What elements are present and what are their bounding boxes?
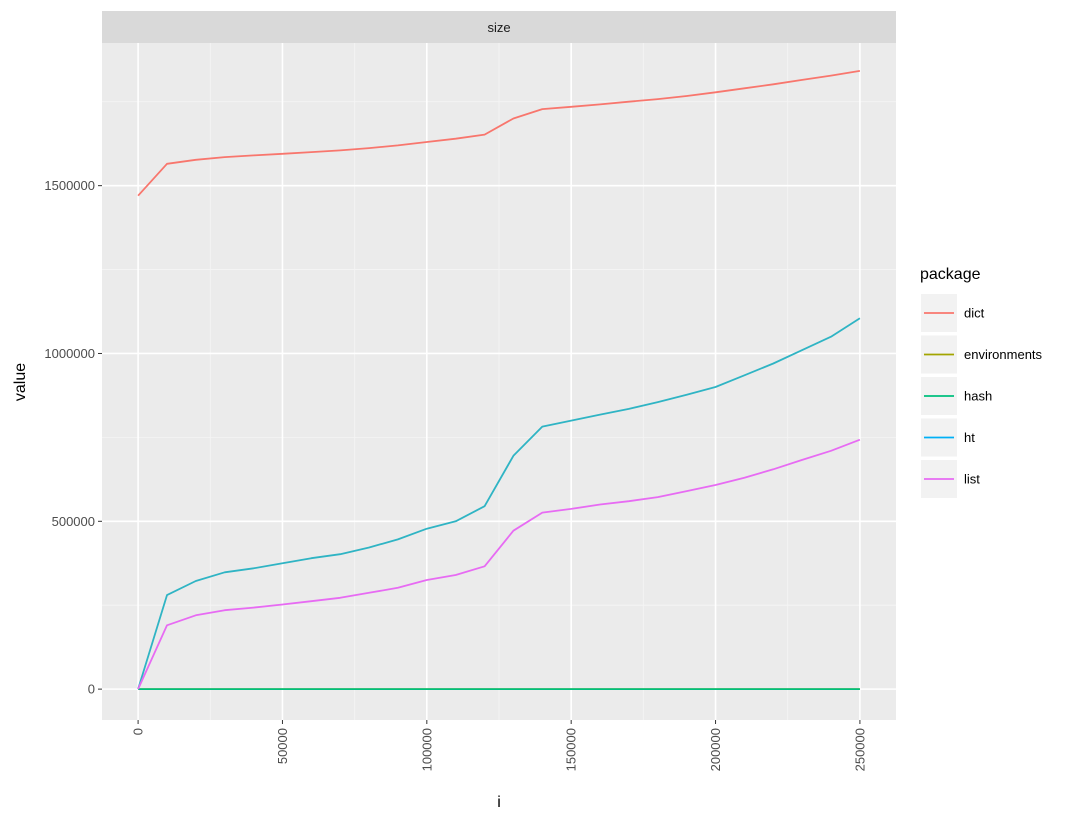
facet-strip xyxy=(102,11,896,43)
legend-label-hash: hash xyxy=(964,389,992,404)
legend: package dict environments hash ht list xyxy=(920,266,1043,498)
x-axis-title: i xyxy=(497,794,501,811)
series-line-list xyxy=(137,438,861,690)
x-tick-label: 100000 xyxy=(419,728,434,771)
facet-strip-label: size xyxy=(487,20,510,35)
series-line-ht xyxy=(137,317,861,690)
y-tick-label: 1500000 xyxy=(44,178,95,193)
legend-label-list: list xyxy=(964,472,980,487)
y-axis-title: value xyxy=(12,363,29,401)
legend-label-environments: environments xyxy=(964,347,1043,362)
series-layer xyxy=(137,70,861,690)
y-axis: 0 500000 1000000 1500000 xyxy=(44,178,102,697)
x-axis: 0 50000 100000 150000 200000 250000 xyxy=(131,720,867,771)
x-tick-label: 0 xyxy=(131,728,146,735)
legend-title: package xyxy=(920,266,981,283)
x-tick-label: 50000 xyxy=(275,728,290,764)
y-tick-label: 500000 xyxy=(52,514,95,529)
x-tick-label: 250000 xyxy=(852,728,867,771)
x-tick-label: 150000 xyxy=(564,728,579,771)
series-line-dict xyxy=(137,70,861,197)
x-tick-label: 200000 xyxy=(708,728,723,771)
y-tick-label: 1000000 xyxy=(44,346,95,361)
legend-label-dict: dict xyxy=(964,306,985,321)
legend-label-ht: ht xyxy=(964,430,975,445)
y-tick-label: 0 xyxy=(88,682,95,697)
